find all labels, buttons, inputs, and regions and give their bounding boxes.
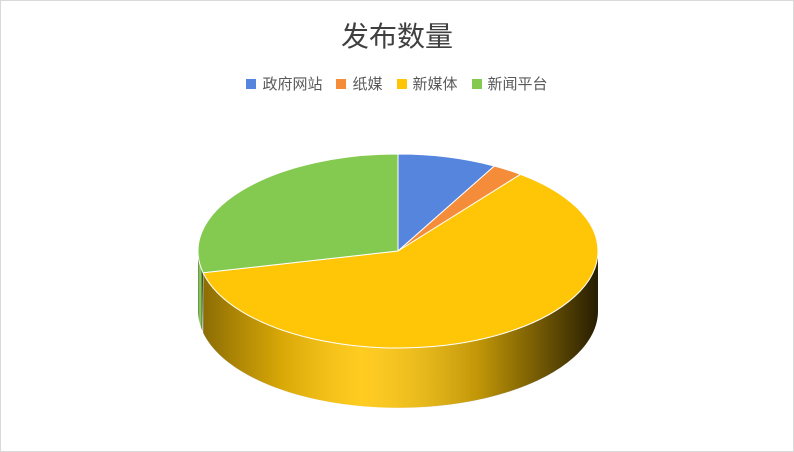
- legend-swatch: [246, 78, 257, 89]
- legend-label: 政府网站: [262, 75, 323, 93]
- legend-item: 新闻平台: [471, 73, 548, 94]
- legend-swatch: [471, 78, 482, 89]
- pie-slice-0: [397, 153, 496, 253]
- legend-item: 新媒体: [396, 73, 458, 94]
- legend-item: 政府网站: [246, 73, 322, 94]
- legend-swatch: [396, 78, 407, 89]
- legend: 政府网站 纸媒 新媒体 新闻平台: [1, 73, 793, 94]
- side-wall-shade: [198, 252, 204, 332]
- legend-label: 新媒体: [412, 75, 458, 93]
- pie-slice-3: [197, 153, 399, 274]
- legend-swatch: [336, 78, 347, 89]
- chart-title: 发布数量: [340, 20, 453, 53]
- legend-item: 纸媒: [336, 73, 383, 94]
- legend-label: 新闻平台: [487, 75, 548, 93]
- pie-slice-2: [202, 173, 599, 349]
- side-wall-shade: [203, 251, 599, 408]
- legend-label: 纸媒: [352, 75, 383, 93]
